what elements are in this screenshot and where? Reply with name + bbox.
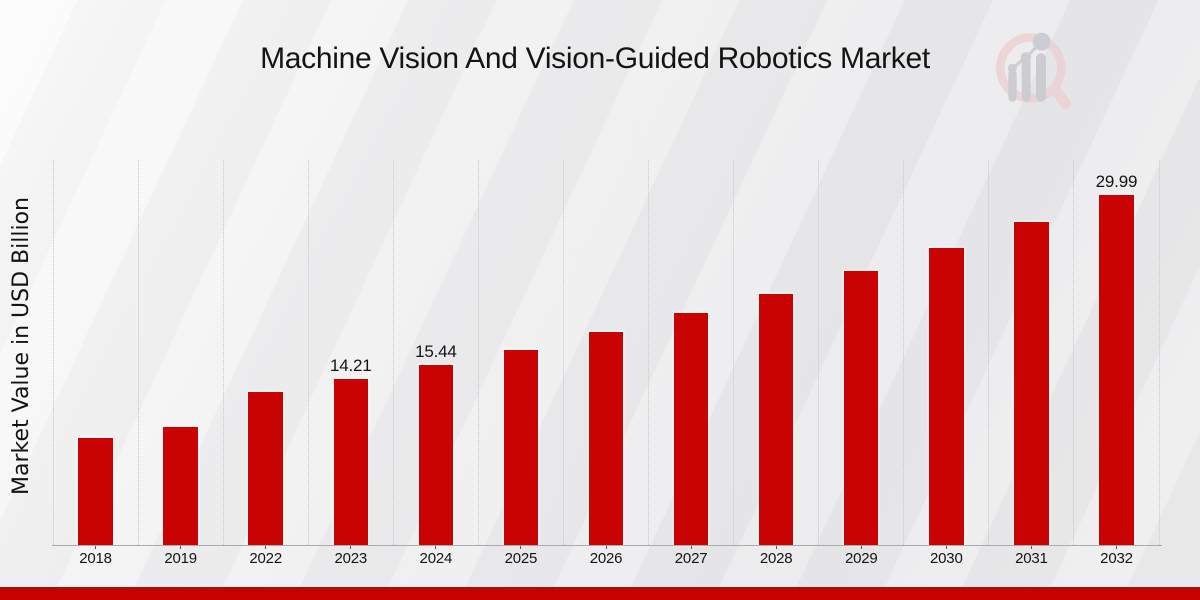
bar-2025	[503, 349, 539, 545]
category-gridline	[222, 160, 224, 545]
x-axis-tick-label: 2030	[930, 550, 963, 567]
x-axis-tick-label: 2018	[79, 550, 112, 567]
category-gridline	[648, 160, 650, 545]
category-gridline	[988, 160, 990, 545]
category-gridline	[137, 160, 139, 545]
bar-value-label: 14.21	[329, 356, 372, 376]
x-axis-tick	[350, 545, 352, 549]
magnifier-growth-bars-logo-icon	[996, 32, 1071, 109]
bar-2024	[418, 364, 454, 545]
category-gridline	[903, 160, 905, 545]
x-axis-tick-label: 2026	[589, 550, 623, 567]
y-axis-label: Market Value in USD Billion	[9, 196, 34, 496]
x-axis-line	[52, 545, 1162, 546]
plot-area: 2018 2019 2022 14.21 2023 15.44 2024 2025 2026 20…	[52, 160, 1160, 567]
x-axis-tick	[180, 545, 182, 549]
category-gridline	[562, 160, 564, 545]
chart-title: Machine Vision And Vision-Guided Robotic…	[260, 42, 930, 75]
x-axis-tick	[1115, 545, 1117, 549]
bar-2023	[333, 379, 369, 545]
x-axis-tick	[435, 545, 437, 549]
bar-value-label: 15.44	[415, 341, 457, 361]
bar-2029	[843, 270, 879, 545]
x-axis-tick-label: 2031	[1015, 550, 1048, 567]
category-gridline	[1158, 160, 1160, 545]
x-axis-tick-label: 2025	[504, 550, 538, 567]
x-axis-tick-label: 2022	[249, 550, 282, 567]
footer-accent-band	[0, 587, 1200, 600]
bar-2031	[1014, 222, 1049, 545]
category-gridline	[307, 160, 309, 545]
bar-2018	[78, 437, 113, 545]
bar-2032	[1099, 195, 1134, 545]
bar-2026	[588, 332, 624, 545]
x-axis-tick	[95, 545, 97, 549]
x-axis-tick	[605, 545, 607, 549]
x-axis-tick	[1030, 545, 1032, 549]
category-gridline	[52, 160, 54, 545]
bar-value-label: 29.99	[1095, 172, 1138, 192]
x-axis-tick-label: 2024	[419, 550, 453, 567]
bar-2028	[758, 293, 794, 545]
category-gridline	[477, 160, 479, 545]
bar-2022	[248, 392, 283, 545]
x-axis-tick-label: 2019	[164, 550, 197, 567]
category-gridline	[818, 160, 820, 545]
x-axis-tick-label: 2029	[844, 550, 878, 567]
x-axis-tick-label: 2032	[1100, 550, 1133, 567]
x-axis-tick-label: 2027	[674, 550, 708, 567]
category-gridline	[733, 160, 735, 545]
category-gridline	[1073, 160, 1075, 545]
x-axis-tick	[945, 545, 947, 549]
x-axis-tick	[690, 545, 692, 549]
x-axis-tick	[520, 545, 522, 549]
x-axis-tick-label: 2028	[759, 550, 793, 567]
x-axis-tick-label: 2023	[334, 550, 368, 567]
bar-2030	[929, 247, 964, 545]
x-axis-tick	[265, 545, 267, 549]
x-axis-tick	[860, 545, 862, 549]
bar-2027	[673, 313, 709, 545]
bar-2019	[163, 427, 198, 545]
x-axis-tick	[775, 545, 777, 549]
category-gridline	[392, 160, 394, 545]
